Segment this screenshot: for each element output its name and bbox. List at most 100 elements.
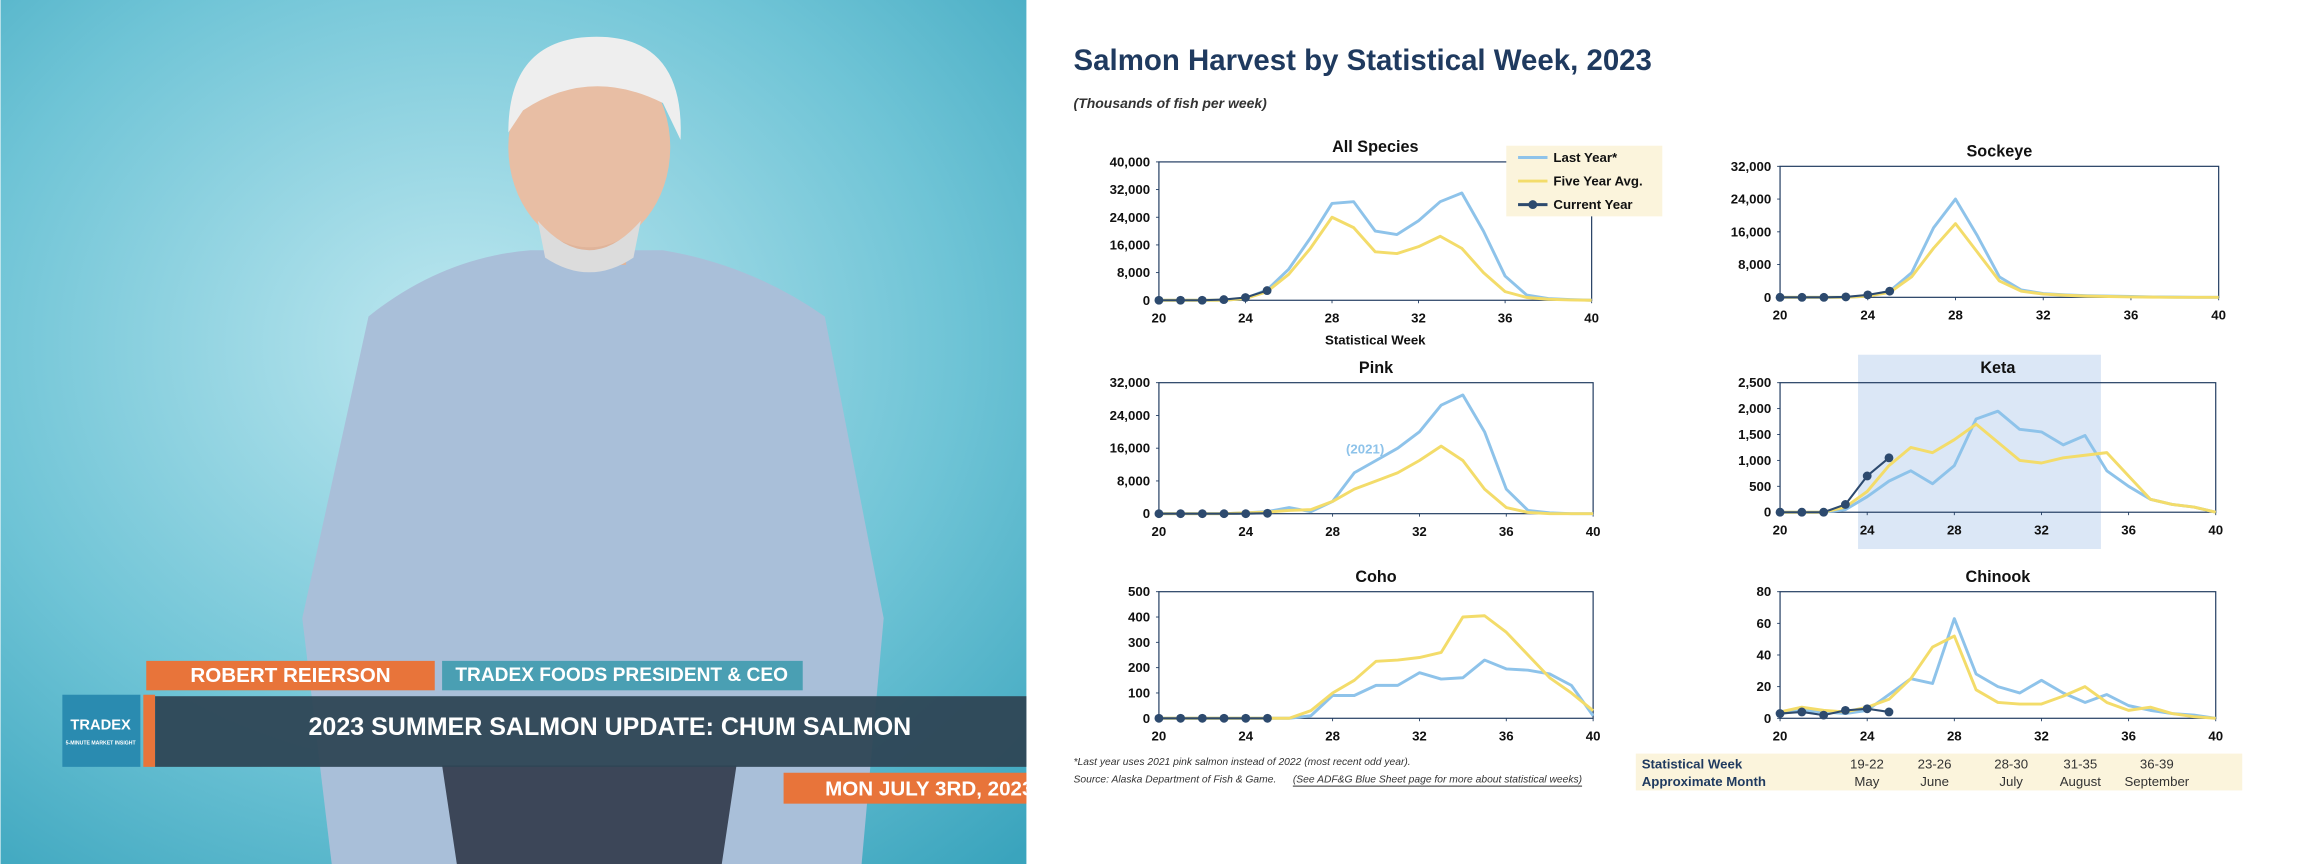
chart-title: Coho	[1355, 568, 1396, 586]
data-point	[1241, 509, 1251, 519]
x-tick-label: 36	[2121, 728, 2136, 743]
logo-brand: TRADEX	[70, 718, 131, 734]
x-tick-label: 32	[2034, 522, 2049, 537]
data-point	[1219, 295, 1229, 304]
y-tick-label: 32,000	[1110, 182, 1150, 197]
y-tick-label: 1,000	[1738, 453, 1771, 468]
data-point	[1197, 509, 1207, 519]
x-tick-label: 24	[1238, 524, 1253, 539]
data-point	[1884, 453, 1894, 463]
y-tick-label: 20	[1756, 679, 1771, 694]
data-point	[1176, 295, 1185, 305]
week-table-cell: 36-39	[2140, 756, 2174, 771]
y-tick-label: 16,000	[1110, 237, 1150, 252]
data-point	[1154, 509, 1164, 519]
y-tick-label: 0	[1764, 505, 1771, 520]
y-tick-label: 40	[1756, 647, 1771, 662]
name-box	[146, 660, 435, 691]
data-point	[1219, 509, 1229, 519]
data-point	[1819, 292, 1829, 302]
y-tick-label: 16,000	[1731, 224, 1771, 239]
y-tick-label: 8,000	[1117, 473, 1150, 488]
week-table-bg	[1635, 753, 2243, 791]
panel-title: Salmon Harvest by Statistical Week, 2023	[1074, 44, 1652, 77]
week-table-label: Approximate Month	[1642, 774, 1766, 789]
data-point	[1197, 713, 1207, 723]
data-point	[1219, 713, 1229, 723]
y-tick-label: 80	[1756, 584, 1771, 599]
chart-panel	[1026, 0, 2309, 864]
y-tick-label: 300	[1128, 635, 1150, 650]
data-point	[1263, 713, 1272, 723]
x-axis-label: Statistical Week	[1325, 333, 1426, 348]
x-tick-label: 24	[1238, 310, 1253, 325]
legend-label: Five Year Avg.	[1553, 174, 1642, 189]
x-tick-label: 20	[1773, 522, 1788, 537]
week-table-cell: May	[1854, 774, 1879, 789]
y-tick-label: 24,000	[1731, 192, 1771, 207]
x-tick-label: 40	[2208, 522, 2223, 537]
x-tick-label: 36	[2121, 522, 2136, 537]
data-point	[1884, 707, 1894, 717]
data-point	[1176, 713, 1186, 723]
chart-title: Chinook	[1966, 568, 2032, 586]
highlight-band	[1858, 354, 2101, 550]
y-tick-label: 2,500	[1738, 375, 1771, 390]
x-tick-label: 32	[1412, 728, 1427, 743]
x-tick-label: 20	[1152, 310, 1167, 325]
x-tick-label: 36	[1498, 310, 1513, 325]
data-point	[1262, 286, 1272, 295]
data-point	[1241, 713, 1251, 723]
x-tick-label: 20	[1152, 524, 1167, 539]
y-tick-label: 0	[1143, 293, 1150, 308]
x-tick-label: 24	[1860, 728, 1875, 743]
y-tick-label: 24,000	[1110, 210, 1150, 225]
plot-frame	[1158, 591, 1594, 719]
x-tick-label: 28	[1948, 307, 1963, 322]
x-tick-label: 36	[1499, 728, 1514, 743]
x-tick-label: 36	[1499, 524, 1514, 539]
y-tick-label: 100	[1128, 685, 1150, 700]
x-tick-label: 20	[1152, 728, 1167, 743]
x-tick-label: 28	[1325, 728, 1340, 743]
legend-label: Current Year	[1553, 197, 1632, 212]
x-tick-label: 32	[2036, 307, 2051, 322]
series-line	[1780, 409, 2217, 514]
y-tick-label: 0	[1143, 711, 1150, 726]
x-tick-label: 32	[2034, 728, 2049, 743]
y-tick-label: 0	[1764, 290, 1771, 305]
x-tick-label: 28	[1325, 310, 1340, 325]
week-table-cell: 31-35	[2063, 756, 2097, 771]
data-point	[1841, 292, 1851, 302]
data-point	[1154, 713, 1164, 723]
y-tick-label: 8,000	[1117, 265, 1150, 280]
data-point	[1797, 292, 1807, 302]
data-point	[1862, 471, 1872, 481]
data-point	[1775, 292, 1785, 302]
week-table-label: Statistical Week	[1642, 756, 1743, 771]
data-point	[1885, 286, 1895, 296]
y-tick-label: 400	[1128, 610, 1150, 625]
plot-frame	[1779, 382, 2217, 513]
y-tick-label: 0	[1764, 711, 1771, 726]
x-tick-label: 24	[1238, 728, 1253, 743]
legend-label: Last Year*	[1553, 150, 1618, 165]
data-point	[1775, 709, 1785, 718]
y-tick-label: 0	[1143, 506, 1150, 521]
week-table-cell: September	[2124, 774, 2189, 789]
plot-frame	[1158, 161, 1593, 301]
week-table-cell: June	[1920, 774, 1949, 789]
x-tick-label: 40	[1586, 524, 1601, 539]
data-point	[1819, 507, 1829, 517]
x-tick-label: 40	[1586, 728, 1601, 743]
legend-marker	[1528, 200, 1538, 210]
data-point	[1862, 704, 1872, 714]
headline-box	[155, 696, 1071, 767]
y-tick-label: 2,000	[1738, 401, 1771, 416]
x-tick-label: 24	[1860, 522, 1875, 537]
accent-bar	[143, 694, 156, 767]
y-tick-label: 500	[1128, 584, 1150, 599]
logo-tagline: 5-MINUTE MARKET INSIGHT	[66, 740, 137, 746]
data-point	[1197, 295, 1207, 305]
